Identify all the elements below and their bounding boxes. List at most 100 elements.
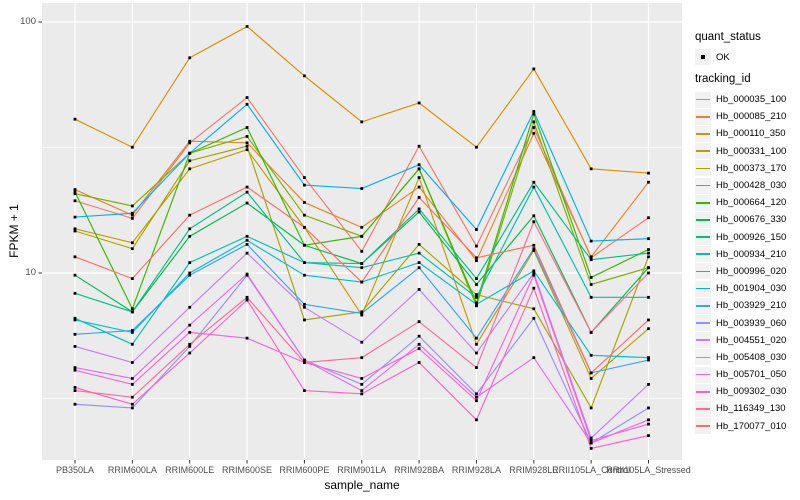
data-point	[417, 334, 421, 338]
legend-item: Hb_000664_120	[695, 194, 786, 211]
data-point	[532, 247, 536, 251]
data-point	[188, 342, 192, 346]
data-point	[532, 307, 536, 311]
line-swatch-icon	[695, 349, 711, 366]
data-point	[589, 255, 593, 259]
data-point	[73, 389, 77, 392]
line-swatch-icon	[695, 383, 711, 400]
data-point	[245, 96, 249, 99]
data-point	[303, 201, 306, 204]
legend-item-label: Hb_000428_030	[716, 180, 787, 192]
data-point	[73, 368, 77, 372]
data-point	[589, 436, 593, 440]
data-point	[73, 273, 77, 277]
y-axis-tick-labels: 100 10	[0, 0, 36, 500]
data-point	[73, 316, 77, 320]
data-point	[417, 144, 421, 148]
data-point	[303, 389, 306, 392]
legend-item-label: Hb_004551_020	[716, 334, 787, 346]
data-point	[647, 434, 650, 438]
data-point	[73, 344, 77, 348]
legend-item: Hb_009302_030	[695, 383, 786, 400]
legend-item: Hb_000676_330	[695, 211, 786, 228]
data-point	[532, 356, 536, 360]
data-point	[188, 323, 192, 327]
line-swatch-icon	[695, 177, 711, 194]
data-point	[589, 330, 593, 334]
data-point	[475, 399, 478, 403]
data-point	[532, 214, 536, 218]
data-point	[417, 207, 421, 211]
line-swatch-icon	[695, 246, 711, 263]
data-point	[532, 273, 536, 277]
x-tick-label: RRIM600LE	[165, 465, 215, 475]
data-point	[417, 361, 421, 364]
data-point	[589, 406, 593, 410]
data-point	[589, 447, 593, 450]
legend-item: Hb_170077_010	[695, 418, 786, 435]
x-tick-label: RRII105LA_Control	[552, 465, 631, 475]
data-point	[245, 336, 249, 340]
data-point	[532, 220, 536, 224]
data-point	[360, 187, 364, 190]
data-point	[188, 271, 192, 275]
data-point	[417, 320, 421, 324]
ok-point-icon	[701, 55, 705, 59]
data-point	[188, 227, 192, 231]
data-point	[360, 249, 364, 253]
legend-item-label: Hb_000085_210	[716, 111, 787, 123]
data-point	[360, 120, 364, 124]
data-point	[647, 248, 650, 251]
data-point	[360, 262, 364, 266]
data-point	[475, 366, 478, 369]
x-tick-label: RRIM901LA	[337, 465, 387, 475]
data-point	[417, 185, 421, 189]
data-point	[303, 176, 306, 179]
data-point	[589, 353, 593, 357]
data-point	[188, 351, 192, 355]
data-point	[475, 304, 478, 308]
legend-item-label: Hb_000110_350	[716, 128, 786, 140]
legend-item-label: Hb_003939_060	[716, 317, 787, 329]
data-point	[475, 277, 478, 280]
data-point	[647, 295, 650, 299]
data-point	[647, 358, 650, 362]
data-point	[360, 382, 364, 386]
legend-item: Hb_000996_020	[695, 263, 786, 280]
x-tick-label: RRIM600PE	[279, 465, 330, 475]
legend-item: Hb_000035_100	[695, 91, 786, 108]
legend-item: Hb_000110_350	[695, 125, 786, 142]
data-point	[532, 271, 536, 275]
data-point	[73, 366, 77, 369]
data-point	[245, 126, 249, 129]
data-point	[475, 295, 478, 299]
legend-item-label: Hb_000926_150	[716, 231, 787, 243]
data-point	[532, 243, 536, 247]
legend-item-label: Hb_000996_020	[716, 265, 787, 277]
data-point	[417, 266, 421, 270]
data-point	[647, 406, 650, 410]
data-point	[417, 251, 421, 255]
data-point	[360, 234, 364, 238]
data-point	[417, 101, 421, 105]
legend-item: Hb_003929_210	[695, 297, 786, 314]
data-point	[245, 251, 249, 255]
data-point	[647, 318, 650, 322]
data-point	[360, 312, 364, 315]
data-point	[303, 225, 306, 229]
data-point	[303, 261, 306, 265]
x-tick-label: RRIM928BA	[394, 465, 445, 475]
data-point	[188, 344, 192, 348]
data-point	[647, 237, 650, 241]
line-swatch-icon	[695, 125, 711, 142]
line-swatch-icon	[695, 280, 711, 297]
data-point	[417, 196, 421, 199]
data-point	[130, 241, 134, 245]
line-swatch-icon	[695, 211, 711, 228]
data-point	[303, 305, 306, 309]
data-point	[130, 395, 134, 399]
legend-item-label: Hb_005701_050	[716, 369, 787, 381]
legend-item: Hb_000428_030	[695, 177, 786, 194]
legend-item-label: Hb_005408_030	[716, 351, 787, 363]
data-point	[130, 361, 134, 364]
